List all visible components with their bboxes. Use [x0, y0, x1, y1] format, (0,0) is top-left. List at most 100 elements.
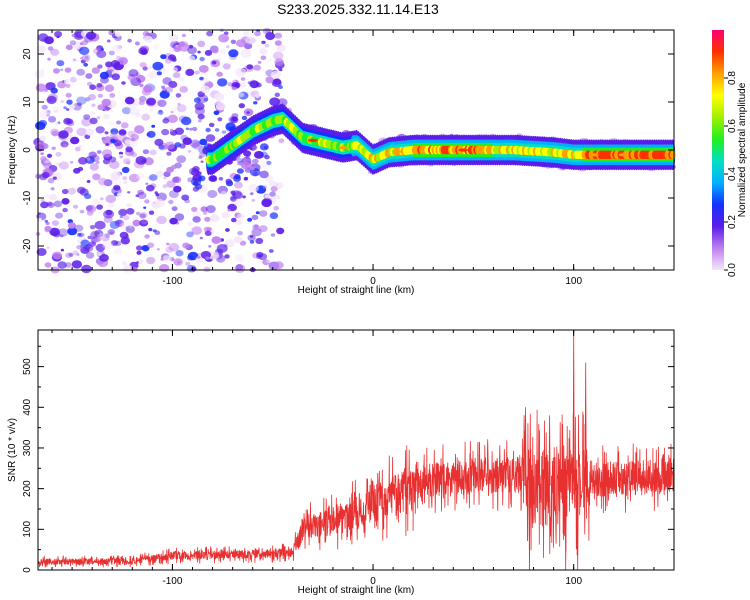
spectrogram-cell	[110, 60, 121, 68]
spectrogram-cell	[264, 154, 270, 160]
spectrogram-cell	[76, 253, 80, 256]
spectrogram-cell	[122, 107, 131, 115]
spectrogram-cell	[36, 141, 47, 151]
spectrogram-cell	[74, 146, 81, 152]
spectrogram-cell	[61, 198, 70, 205]
spectrogram-cell	[51, 106, 60, 113]
spectrogram-cell	[105, 143, 110, 147]
spectrogram-cell	[95, 160, 100, 165]
spectrogram-cell	[270, 70, 281, 79]
spectrogram-cell	[259, 225, 268, 233]
spectrogram-cell	[124, 96, 135, 105]
spectrogram-cell	[205, 205, 216, 214]
spectrogram-cell	[273, 261, 284, 270]
spectrogram-cell	[230, 190, 236, 195]
spectrogram-cell	[216, 71, 223, 77]
spectrogram-cell	[95, 126, 105, 134]
spectrogram-cell	[166, 166, 174, 173]
spectrogram-cell	[171, 67, 178, 72]
spectrogram-cell	[173, 185, 182, 193]
spectrogram-cell	[105, 194, 117, 204]
spectrogram-cell	[136, 211, 141, 216]
spectrogram-xtick-label: 0	[370, 276, 376, 287]
spectrogram-cell	[49, 194, 58, 201]
spectrogram-cell	[137, 191, 147, 200]
spectrogram-cell	[146, 184, 155, 192]
spectrogram-cell	[227, 208, 231, 212]
spectrogram-cell	[214, 92, 225, 102]
spectrogram-cell	[59, 234, 64, 238]
spectrogram-cell	[126, 203, 132, 208]
spectrogram-cell	[148, 227, 153, 232]
spectrogram-cell	[205, 134, 216, 142]
spectrogram-cell	[129, 106, 141, 116]
spectrogram-cell	[79, 209, 85, 214]
spectrogram-cell	[241, 115, 248, 121]
spectrogram-cell	[55, 162, 62, 167]
spectrogram-cell	[165, 86, 173, 93]
spectrogram-cell	[148, 210, 155, 215]
spectrogram-cell	[147, 242, 155, 248]
spectrogram-cell	[143, 35, 153, 43]
spectrogram-cell	[119, 231, 129, 239]
spectrogram-cell	[126, 208, 135, 215]
spectrogram-cell	[232, 81, 239, 88]
spectrogram-cell	[217, 117, 223, 122]
spectrogram-cell	[261, 198, 272, 208]
spectrogram-cell	[252, 224, 260, 231]
spectrogram-cell	[51, 130, 59, 137]
colorbar-tick-label: 0.6	[727, 119, 738, 133]
spectrogram-cell	[120, 236, 130, 245]
spectrogram-cell	[155, 170, 164, 177]
spectrogram-cell	[39, 173, 48, 181]
spectrogram-cell	[189, 139, 201, 148]
spectrogram-cell	[50, 187, 55, 191]
spectrogram-cell	[35, 83, 47, 92]
spectrogram-cell	[41, 104, 48, 110]
spectrogram-cell	[87, 235, 92, 240]
spectrogram-cell	[192, 141, 203, 150]
spectrogram-cell	[45, 193, 52, 199]
spectrogram-cell	[114, 248, 123, 255]
spectrogram-cell	[268, 249, 274, 253]
spectrogram-cell	[104, 84, 115, 92]
spectrogram-cell	[199, 138, 208, 146]
spectrogram-cell	[67, 187, 76, 195]
colorbar-tick-label: 0.4	[727, 167, 738, 181]
spectrogram-cell	[46, 153, 53, 158]
spectrogram-cell	[186, 255, 194, 261]
spectrogram-cell	[221, 130, 227, 134]
spectrogram-cell	[96, 150, 102, 154]
spectrogram-cell	[37, 45, 46, 53]
spectrogram-cell	[91, 103, 96, 107]
spectrogram-cell	[141, 113, 150, 121]
spectrogram-cell	[236, 168, 244, 174]
spectrogram-cell	[110, 109, 114, 113]
spectrogram-cell	[187, 46, 198, 55]
spectrogram-cell	[113, 184, 121, 191]
spectrogram-cell	[220, 190, 227, 196]
spectrogram-cell	[182, 137, 192, 145]
spectrogram-cell	[170, 110, 174, 114]
spectrogram-cell	[100, 48, 104, 51]
spectrogram-cell	[149, 149, 157, 156]
spectrogram-cell	[174, 213, 185, 221]
spectrogram-cell	[161, 88, 168, 93]
spectrogram-cell	[118, 151, 124, 155]
spectrogram-cell	[96, 50, 107, 59]
spectrogram-marks	[33, 27, 676, 274]
spectrogram-cell	[144, 199, 150, 204]
spectrogram-cell	[164, 116, 169, 121]
spectrogram-cell	[202, 77, 210, 84]
spectrogram-cell	[247, 234, 256, 242]
spectrogram-cell	[72, 59, 77, 63]
spectrogram-cell	[160, 258, 164, 261]
spectrogram-cell	[238, 92, 245, 98]
spectrogram-cell	[61, 188, 69, 195]
spectrogram-cell	[272, 51, 284, 60]
spectrogram-cell	[210, 214, 220, 222]
spectrogram-cell	[278, 138, 285, 143]
spectrogram-cell	[122, 264, 133, 273]
spectrogram-cell	[37, 217, 42, 222]
